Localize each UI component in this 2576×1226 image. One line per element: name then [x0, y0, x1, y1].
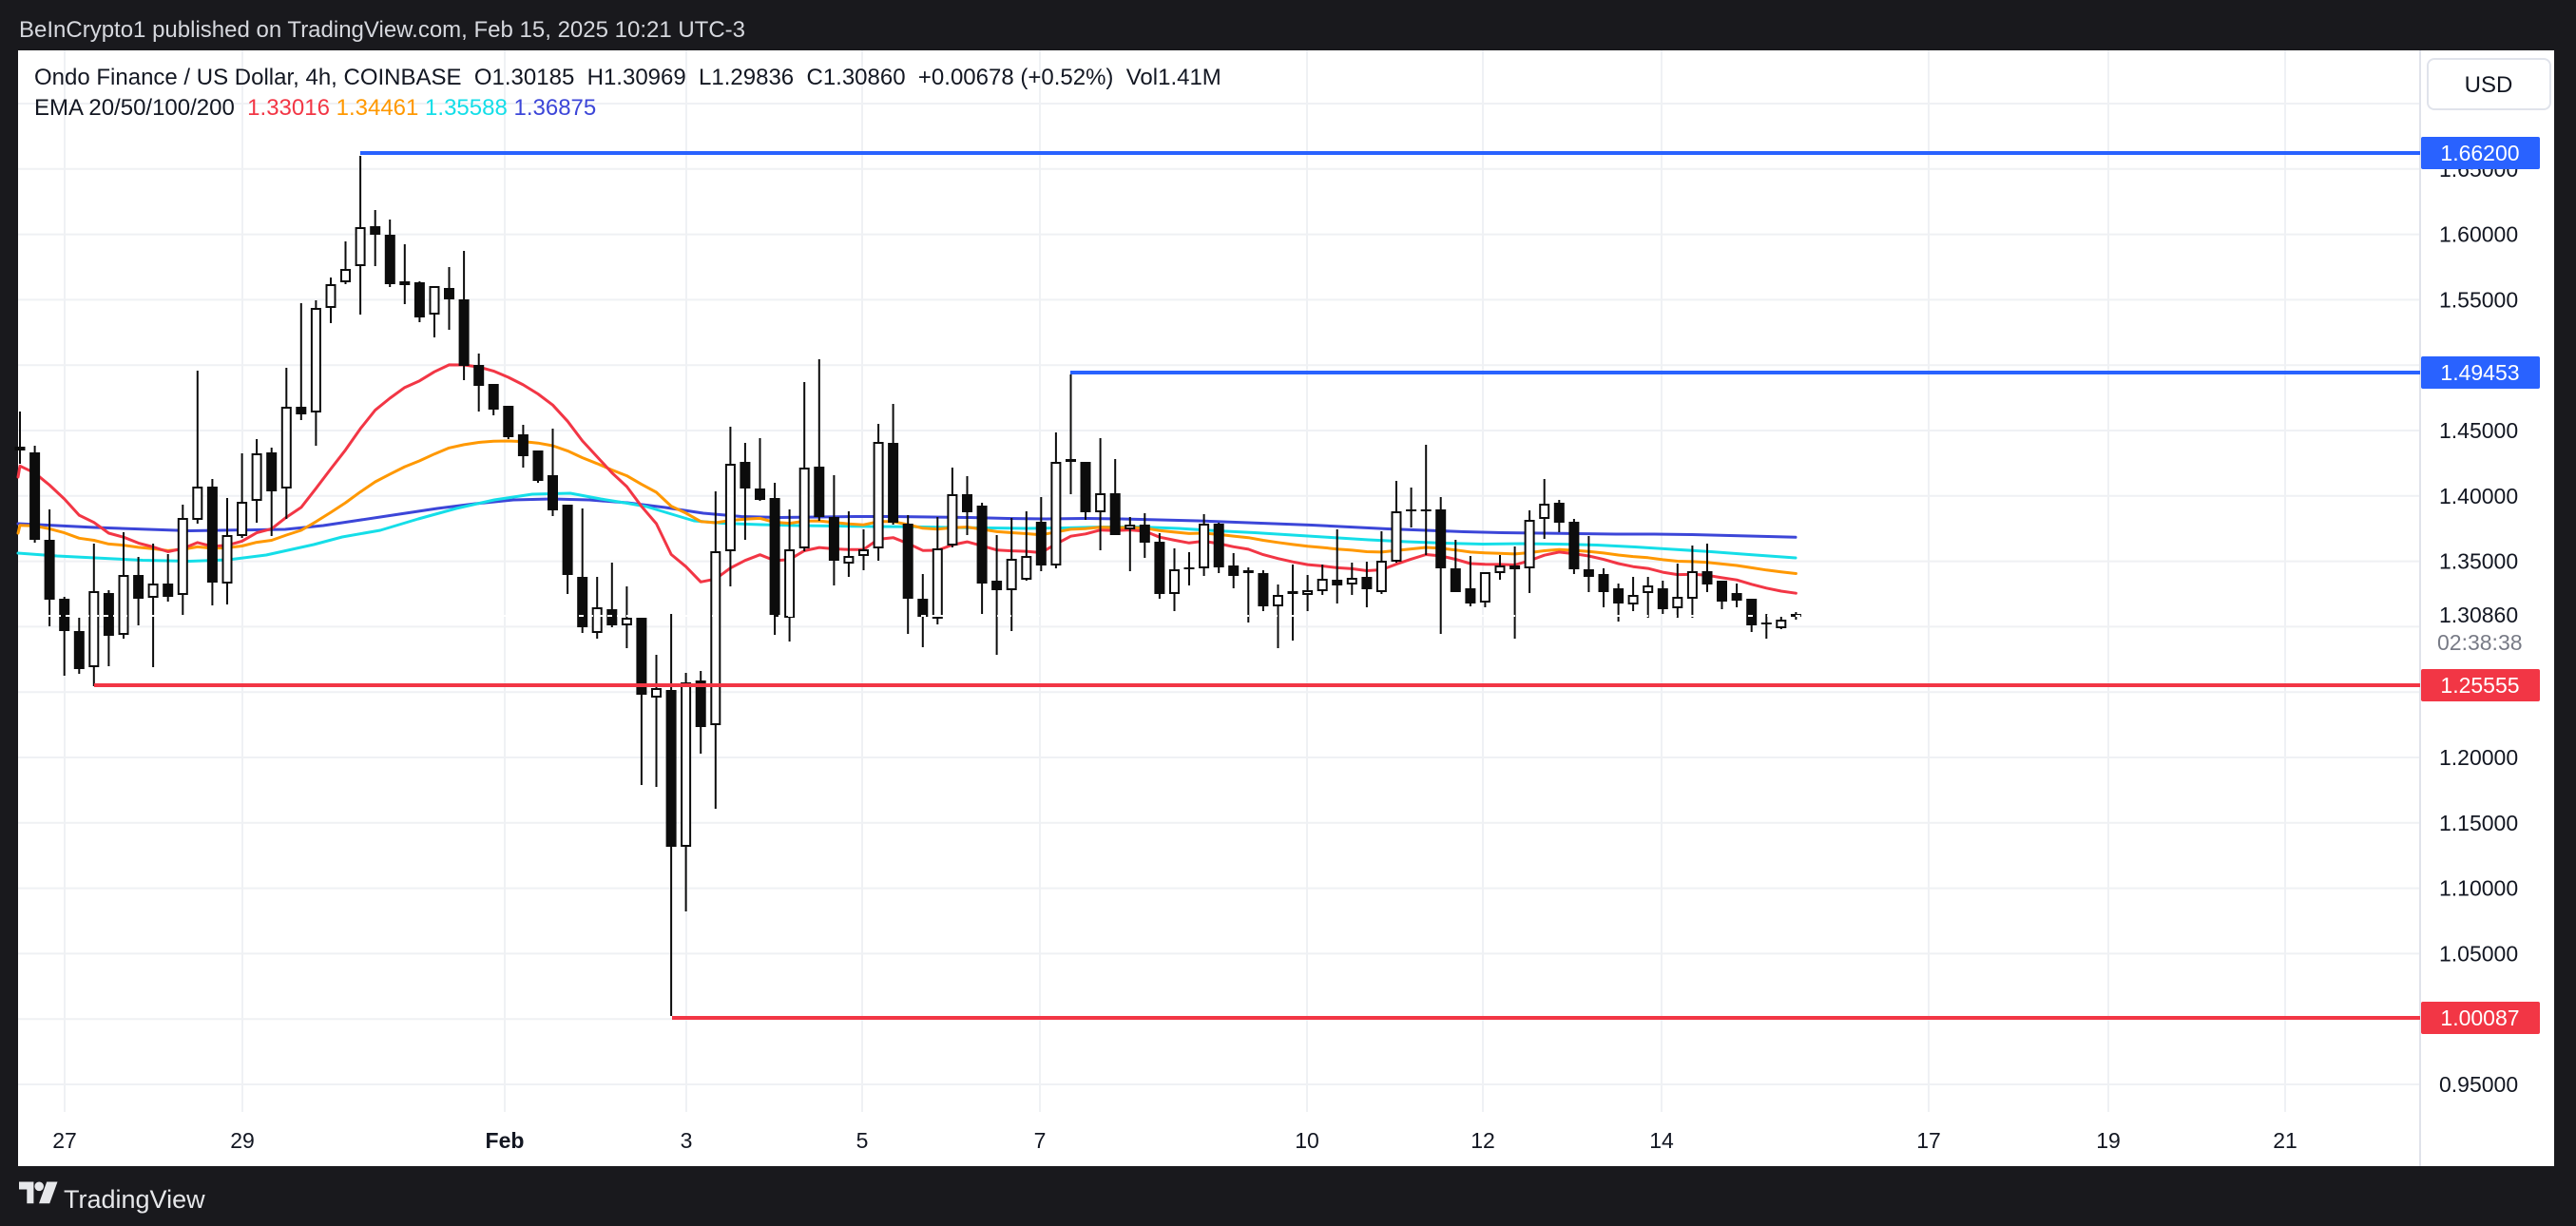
- svg-text:1.40000: 1.40000: [2439, 484, 2518, 508]
- svg-text:3: 3: [681, 1128, 693, 1153]
- svg-text:12: 12: [1471, 1128, 1495, 1153]
- svg-text:1.25555: 1.25555: [2440, 673, 2519, 698]
- svg-text:1.05000: 1.05000: [2439, 941, 2518, 966]
- svg-text:14: 14: [1649, 1128, 1674, 1153]
- svg-text:TradingView: TradingView: [64, 1185, 205, 1214]
- svg-text:5: 5: [856, 1128, 869, 1153]
- svg-text:17: 17: [1916, 1128, 1941, 1153]
- svg-text:1.15000: 1.15000: [2439, 811, 2518, 835]
- svg-text:1.10000: 1.10000: [2439, 876, 2518, 901]
- svg-text:1.00087: 1.00087: [2440, 1006, 2519, 1030]
- svg-text:1.30860: 1.30860: [2439, 603, 2518, 627]
- svg-text:1.49453: 1.49453: [2440, 360, 2519, 385]
- svg-text:19: 19: [2096, 1128, 2121, 1153]
- svg-text:Ondo Finance / US Dollar, 4h,: Ondo Finance / US Dollar, 4h, COINBASE O…: [34, 65, 1221, 90]
- svg-text:0.95000: 0.95000: [2439, 1072, 2518, 1097]
- svg-text:1.45000: 1.45000: [2439, 418, 2518, 443]
- svg-text:02:38:38: 02:38:38: [2437, 630, 2523, 655]
- svg-text:1.60000: 1.60000: [2439, 222, 2518, 247]
- svg-text:1.20000: 1.20000: [2439, 745, 2518, 770]
- svg-text:Feb: Feb: [486, 1128, 525, 1153]
- svg-text:USD: USD: [2465, 72, 2513, 98]
- svg-text:1.66200: 1.66200: [2440, 141, 2519, 165]
- svg-text:27: 27: [52, 1128, 77, 1153]
- svg-text:21: 21: [2273, 1128, 2297, 1153]
- svg-text:29: 29: [230, 1128, 255, 1153]
- svg-text:10: 10: [1295, 1128, 1319, 1153]
- svg-text:1.55000: 1.55000: [2439, 287, 2518, 312]
- svg-text:BeInCrypto1 published on Tradi: BeInCrypto1 published on TradingView.com…: [19, 17, 745, 43]
- svg-text:1.35000: 1.35000: [2439, 549, 2518, 574]
- svg-text:7: 7: [1034, 1128, 1047, 1153]
- svg-text:EMA 20/50/100/200 1.33016 1.3: EMA 20/50/100/200 1.33016 1.34461 1.3558…: [34, 95, 596, 121]
